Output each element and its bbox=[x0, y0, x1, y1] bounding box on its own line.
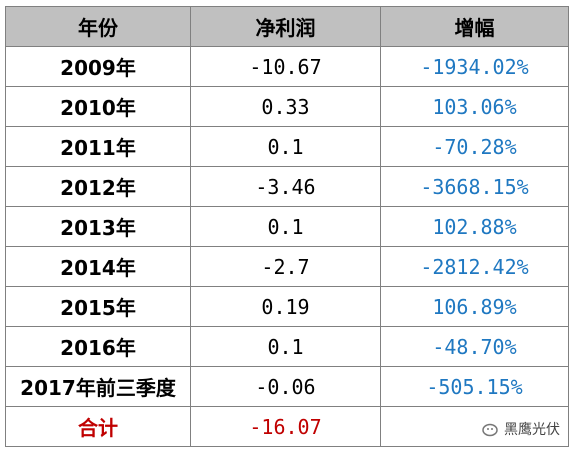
table-row: 2010年 0.33 103.06% bbox=[5, 86, 569, 127]
growth-cell: 106.89% bbox=[380, 286, 569, 327]
profit-cell: 0.1 bbox=[190, 326, 381, 367]
profit-cell: -0.06 bbox=[190, 366, 381, 407]
growth-cell: -2812.42% bbox=[380, 246, 569, 287]
year-cell: 2011年 bbox=[5, 126, 191, 167]
table-row: 2016年 0.1 -48.70% bbox=[5, 326, 569, 367]
year-cell: 2010年 bbox=[5, 86, 191, 127]
table-row: 2012年 -3.46 -3668.15% bbox=[5, 166, 569, 207]
table-row: 2015年 0.19 106.89% bbox=[5, 286, 569, 327]
year-cell: 2009年 bbox=[5, 46, 191, 87]
profit-cell: -2.7 bbox=[190, 246, 381, 287]
header-row: 年份 净利润 增幅 bbox=[5, 6, 569, 47]
profit-cell: 0.19 bbox=[190, 286, 381, 327]
growth-cell: -505.15% bbox=[380, 366, 569, 407]
table-row: 2014年 -2.7 -2812.42% bbox=[5, 246, 569, 287]
growth-cell: -48.70% bbox=[380, 326, 569, 367]
year-cell: 2015年 bbox=[5, 286, 191, 327]
total-row: 合计 -16.07 bbox=[5, 406, 569, 447]
year-cell: 2014年 bbox=[5, 246, 191, 287]
growth-cell: -3668.15% bbox=[380, 166, 569, 207]
data-table: 年份 净利润 增幅 2009年 -10.67 -1934.02% 2010年 0.33 1… bbox=[5, 6, 569, 447]
watermark-icon bbox=[482, 423, 498, 437]
profit-cell: 0.33 bbox=[190, 86, 381, 127]
empty-cell bbox=[380, 406, 569, 447]
profit-cell: -16.07 bbox=[190, 406, 381, 447]
growth-cell: 102.88% bbox=[380, 206, 569, 247]
year-cell: 合计 bbox=[5, 406, 191, 447]
header-cell: 增幅 bbox=[380, 6, 569, 47]
growth-cell: -1934.02% bbox=[380, 46, 569, 87]
profit-cell: -3.46 bbox=[190, 166, 381, 207]
header-cell: 年份 bbox=[5, 6, 191, 47]
watermark: 黑鹰光伏 bbox=[482, 419, 560, 439]
table-row: 2017年前三季度 -0.06 -505.15% bbox=[5, 366, 569, 407]
profit-cell: 0.1 bbox=[190, 126, 381, 167]
table-row: 2011年 0.1 -70.28% bbox=[5, 126, 569, 167]
growth-cell: -70.28% bbox=[380, 126, 569, 167]
profit-cell: 0.1 bbox=[190, 206, 381, 247]
table-row: 2013年 0.1 102.88% bbox=[5, 206, 569, 247]
growth-cell: 103.06% bbox=[380, 86, 569, 127]
header-cell: 净利润 bbox=[190, 6, 381, 47]
year-cell: 2012年 bbox=[5, 166, 191, 207]
year-cell: 2016年 bbox=[5, 326, 191, 367]
year-cell: 2013年 bbox=[5, 206, 191, 247]
profit-cell: -10.67 bbox=[190, 46, 381, 87]
table-row: 2009年 -10.67 -1934.02% bbox=[5, 46, 569, 87]
year-cell: 2017年前三季度 bbox=[5, 366, 191, 407]
watermark-text: 黑鹰光伏 bbox=[504, 422, 560, 438]
table-body: 2009年 -10.67 -1934.02% 2010年 0.33 103.06% 2011… bbox=[5, 46, 569, 447]
